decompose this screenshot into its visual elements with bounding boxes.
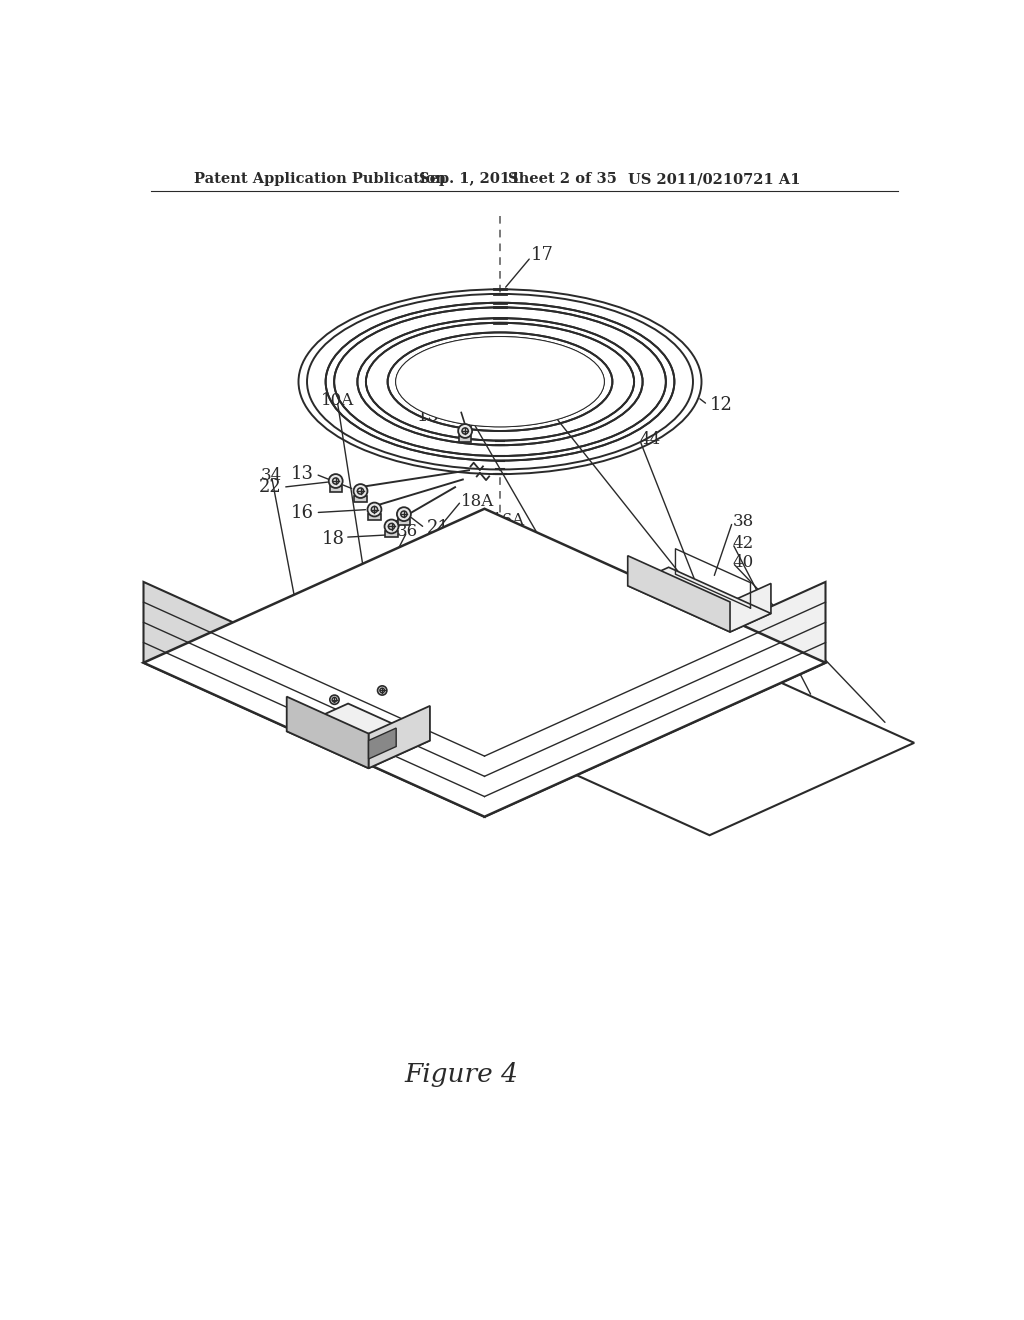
Text: 18A: 18A bbox=[461, 492, 495, 510]
Text: Sep. 1, 2011: Sep. 1, 2011 bbox=[419, 172, 520, 186]
Polygon shape bbox=[369, 729, 396, 759]
Text: 13: 13 bbox=[291, 465, 314, 483]
Text: 21: 21 bbox=[426, 519, 450, 537]
Text: 10A: 10A bbox=[321, 392, 354, 409]
Text: 23A: 23A bbox=[444, 557, 478, 573]
Text: 40: 40 bbox=[732, 554, 754, 572]
Circle shape bbox=[353, 484, 368, 498]
Circle shape bbox=[368, 503, 381, 516]
Polygon shape bbox=[505, 651, 914, 836]
Text: 20A: 20A bbox=[515, 535, 549, 552]
Text: 42: 42 bbox=[732, 535, 754, 552]
Text: US 2011/0210721 A1: US 2011/0210721 A1 bbox=[628, 172, 801, 186]
Text: 32: 32 bbox=[439, 374, 460, 391]
Text: Patent Application Publication: Patent Application Publication bbox=[194, 172, 445, 186]
Polygon shape bbox=[143, 508, 825, 817]
Circle shape bbox=[329, 474, 343, 488]
Text: 17: 17 bbox=[531, 246, 554, 264]
Text: 20: 20 bbox=[483, 399, 506, 417]
Polygon shape bbox=[628, 556, 730, 632]
Circle shape bbox=[458, 424, 472, 438]
Polygon shape bbox=[628, 568, 771, 632]
Text: 16A: 16A bbox=[493, 512, 525, 529]
Polygon shape bbox=[354, 496, 367, 502]
Text: 34: 34 bbox=[261, 467, 282, 484]
Text: Figure 4: Figure 4 bbox=[404, 1063, 518, 1088]
Polygon shape bbox=[330, 486, 342, 492]
Text: 16: 16 bbox=[291, 504, 314, 521]
Polygon shape bbox=[143, 582, 484, 817]
Text: 10B: 10B bbox=[526, 392, 559, 409]
Circle shape bbox=[397, 507, 411, 521]
Text: 15: 15 bbox=[417, 408, 439, 425]
Polygon shape bbox=[369, 706, 430, 768]
Polygon shape bbox=[369, 515, 381, 520]
Text: 30: 30 bbox=[357, 576, 379, 591]
Polygon shape bbox=[505, 630, 710, 743]
Polygon shape bbox=[459, 436, 471, 442]
Circle shape bbox=[378, 686, 387, 696]
Text: Sheet 2 of 35: Sheet 2 of 35 bbox=[508, 172, 616, 186]
Text: Figure 3: Figure 3 bbox=[443, 539, 557, 564]
Polygon shape bbox=[397, 519, 410, 525]
Circle shape bbox=[330, 696, 339, 705]
Text: 22: 22 bbox=[259, 478, 282, 496]
Polygon shape bbox=[287, 697, 369, 768]
Text: 38: 38 bbox=[732, 513, 754, 531]
Text: 12: 12 bbox=[710, 396, 732, 413]
Circle shape bbox=[385, 520, 398, 533]
Polygon shape bbox=[385, 531, 397, 537]
Text: 36: 36 bbox=[396, 523, 418, 540]
Ellipse shape bbox=[307, 294, 693, 470]
Text: 18: 18 bbox=[322, 529, 345, 548]
Polygon shape bbox=[287, 704, 430, 768]
Ellipse shape bbox=[396, 337, 604, 426]
Polygon shape bbox=[484, 582, 825, 817]
Polygon shape bbox=[730, 583, 771, 632]
Text: 44: 44 bbox=[640, 430, 660, 447]
